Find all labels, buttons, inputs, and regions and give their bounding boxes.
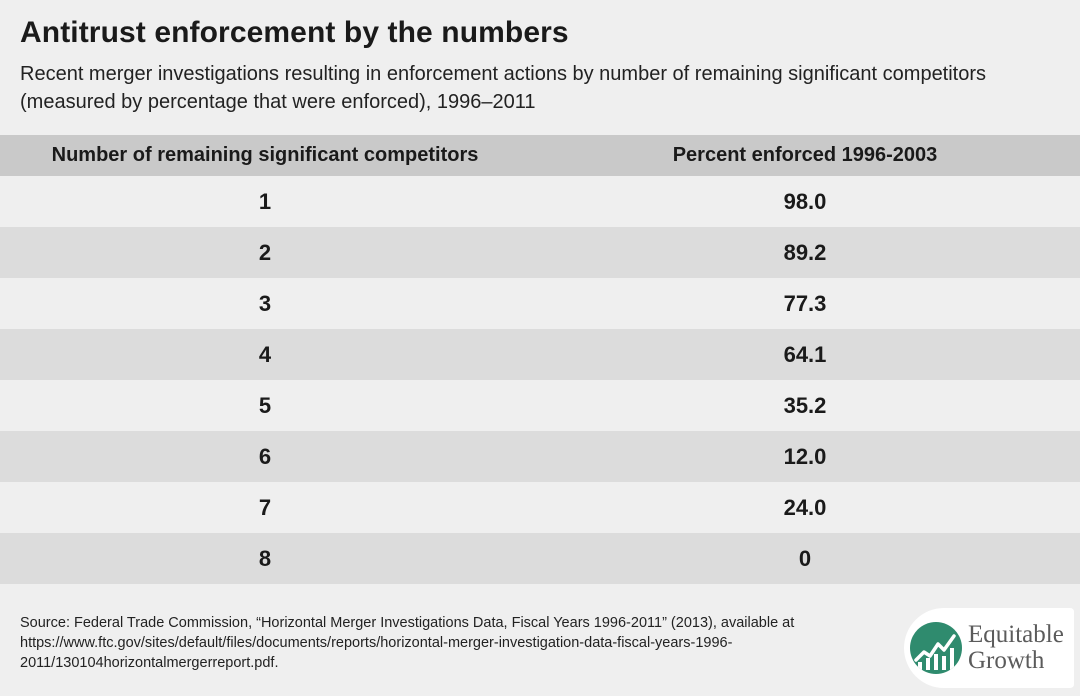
source-note: Source: Federal Trade Commission, “Horiz… (20, 615, 795, 671)
cell-competitors: 7 (258, 494, 272, 520)
cell-competitors: 8 (258, 545, 272, 571)
cell-competitors: 2 (258, 239, 272, 265)
cell-percent-enforced: 35.2 (783, 392, 827, 418)
logo-wordmark: Equitable Growth (968, 622, 1064, 674)
cell-percent-enforced: 98.0 (783, 188, 827, 214)
logo-line2: Growth (968, 647, 1045, 674)
table-row: 7 24.0 (0, 482, 1080, 533)
cell-percent-enforced: 0 (798, 545, 812, 571)
cell-percent-enforced: 64.1 (783, 341, 827, 367)
cell-competitors: 1 (258, 188, 272, 214)
table-row: 5 35.2 (0, 380, 1080, 431)
cell-percent-enforced: 89.2 (783, 239, 827, 265)
table-row: 3 77.3 (0, 278, 1080, 329)
equitable-growth-logo: Equitable Growth (904, 608, 1074, 688)
table-row: 6 12.0 (0, 431, 1080, 482)
cell-percent-enforced: 77.3 (783, 290, 827, 316)
logo-line1: Equitable (968, 621, 1064, 648)
table-row: 1 98.0 (0, 176, 1080, 227)
table-body: 1 98.0 2 89.2 3 77.3 4 64.1 5 35.2 6 12.0 7 24.0 8 0 (0, 176, 1080, 584)
chart-line-icon (910, 622, 962, 674)
cell-percent-enforced: 12.0 (783, 443, 827, 469)
chart-subtitle: Recent merger investigations resulting i… (20, 63, 987, 113)
chart-title: Antitrust enforcement by the numbers (20, 16, 569, 49)
data-table: Number of remaining significant competit… (0, 135, 1080, 584)
table-row: 2 89.2 (0, 227, 1080, 278)
column-header-competitors: Number of remaining significant competit… (51, 144, 479, 166)
cell-competitors: 4 (258, 341, 272, 367)
table-header-row: Number of remaining significant competit… (0, 135, 1080, 176)
table-row: 4 64.1 (0, 329, 1080, 380)
cell-competitors: 6 (258, 443, 272, 469)
cell-competitors: 5 (258, 392, 272, 418)
cell-competitors: 3 (258, 290, 272, 316)
cell-percent-enforced: 24.0 (783, 494, 827, 520)
column-header-percent: Percent enforced 1996-2003 (672, 144, 938, 166)
